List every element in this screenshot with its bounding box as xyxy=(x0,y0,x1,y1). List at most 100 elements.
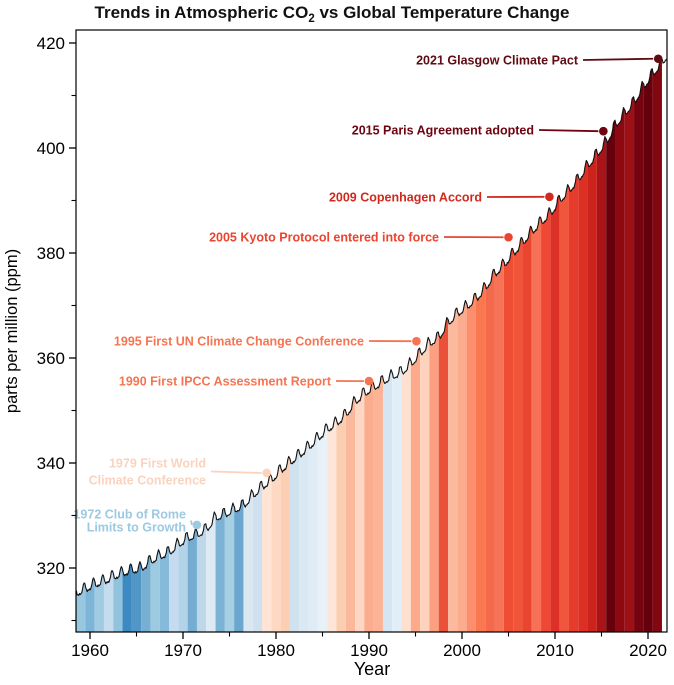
stripe-1987 xyxy=(336,30,345,632)
stripe-2014 xyxy=(588,30,597,632)
annotation-1990-label: 1990 First IPCC Assessment Report xyxy=(119,375,332,389)
stripe-1969 xyxy=(169,30,178,632)
stripe-1970 xyxy=(178,30,187,632)
stripe-1985 xyxy=(318,30,327,632)
stripe-1973 xyxy=(206,30,215,632)
annotation-2009: 2009 Copenhagen Accord xyxy=(329,191,554,205)
y-tick-label-400: 400 xyxy=(37,139,65,158)
stripe-1961 xyxy=(95,30,104,632)
stripe-1991 xyxy=(374,30,383,632)
annotation-2009-dot xyxy=(545,193,554,202)
annotation-2005-label: 2005 Kyoto Protocol entered into force xyxy=(209,231,439,245)
annotation-1995-label: 1995 First UN Climate Change Conference xyxy=(114,335,364,349)
stripe-1986 xyxy=(327,30,336,632)
annotation-2015-label: 2015 Paris Agreement adopted xyxy=(352,124,534,138)
stripe-2012 xyxy=(569,30,578,632)
x-tick-label-1990: 1990 xyxy=(350,641,388,660)
y-tick-label-340: 340 xyxy=(37,454,65,473)
stripe-1990 xyxy=(364,30,373,632)
stripe-1981 xyxy=(281,30,290,632)
y-tick-label-380: 380 xyxy=(37,244,65,263)
stripe-2019 xyxy=(634,30,643,632)
stripe-2007 xyxy=(522,30,531,632)
stripe-2017 xyxy=(615,30,624,632)
stripe-1983 xyxy=(299,30,308,632)
annotation-2005: 2005 Kyoto Protocol entered into force xyxy=(209,231,513,245)
x-tick-label-1980: 1980 xyxy=(257,641,295,660)
annotation-1972-leader-line xyxy=(191,521,192,525)
stripe-2001 xyxy=(467,30,476,632)
annotation-2015-leader-line xyxy=(539,130,598,131)
annotation-2021-leader-line xyxy=(583,59,653,60)
annotation-1979-label: 1979 First World xyxy=(109,457,206,471)
annotation-1979-label: Climate Conference xyxy=(89,474,206,488)
annotation-1972-label: 1972 Club of Rome xyxy=(73,508,186,522)
stripe-1966 xyxy=(141,30,150,632)
stripe-1989 xyxy=(355,30,364,632)
stripe-1971 xyxy=(188,30,197,632)
stripe-1978 xyxy=(253,30,262,632)
warming-stripes xyxy=(76,30,662,632)
annotation-2005-dot xyxy=(504,233,513,242)
annotation-2015: 2015 Paris Agreement adopted xyxy=(352,124,608,138)
stripe-2013 xyxy=(578,30,587,632)
stripe-2000 xyxy=(457,30,466,632)
stripe-1964 xyxy=(123,30,132,632)
stripe-2006 xyxy=(513,30,522,632)
y-tick-label-420: 420 xyxy=(37,34,65,53)
stripe-1975 xyxy=(225,30,234,632)
stripe-1980 xyxy=(271,30,280,632)
stripe-2004 xyxy=(495,30,504,632)
stripe-1999 xyxy=(448,30,457,632)
stripe-2016 xyxy=(606,30,615,632)
stripe-1998 xyxy=(439,30,448,632)
stripe-2011 xyxy=(560,30,569,632)
stripe-2008 xyxy=(532,30,541,632)
annotation-1972-dot xyxy=(193,521,202,530)
stripe-1959 xyxy=(76,30,85,632)
annotation-1979-leader-line xyxy=(211,472,262,473)
stripe-1992 xyxy=(383,30,392,632)
stripe-2018 xyxy=(625,30,634,632)
annotation-1979: 1979 First World Climate Conference xyxy=(89,457,271,488)
x-tick-label-2000: 2000 xyxy=(443,641,481,660)
annotation-1990-dot xyxy=(365,377,374,386)
stripe-2020 xyxy=(643,30,652,632)
stripe-2009 xyxy=(541,30,550,632)
annotation-2021-dot xyxy=(654,54,663,63)
y-tick-label-320: 320 xyxy=(37,559,65,578)
stripe-2003 xyxy=(485,30,494,632)
annotation-1995: 1995 First UN Climate Change Conference xyxy=(114,335,421,349)
stripe-1979 xyxy=(262,30,271,632)
x-tick-label-2020: 2020 xyxy=(629,641,667,660)
annotation-2015-dot xyxy=(599,127,608,136)
stripe-1965 xyxy=(132,30,141,632)
stripe-1988 xyxy=(346,30,355,632)
stripe-1997 xyxy=(429,30,438,632)
annotation-2021-label: 2021 Glasgow Climate Pact xyxy=(416,54,579,68)
stripe-1962 xyxy=(104,30,113,632)
x-tick-label-2010: 2010 xyxy=(536,641,574,660)
annotation-1990: 1990 First IPCC Assessment Report xyxy=(119,375,373,389)
stripe-1996 xyxy=(420,30,429,632)
x-tick-label-1960: 1960 xyxy=(71,641,109,660)
stripe-1968 xyxy=(160,30,169,632)
stripe-2021 xyxy=(653,30,662,632)
stripe-1994 xyxy=(402,30,411,632)
y-tick-label-360: 360 xyxy=(37,349,65,368)
stripe-1963 xyxy=(113,30,122,632)
annotation-2021: 2021 Glasgow Climate Pact xyxy=(416,54,662,68)
annotation-2009-label: 2009 Copenhagen Accord xyxy=(329,191,482,205)
chart-title: Trends in Atmospheric CO2 vs Global Temp… xyxy=(95,3,570,25)
stripe-1984 xyxy=(309,30,318,632)
stripe-1995 xyxy=(411,30,420,632)
annotation-1995-dot xyxy=(412,337,421,346)
stripe-1960 xyxy=(85,30,94,632)
stripe-1982 xyxy=(290,30,299,632)
x-tick-label-1970: 1970 xyxy=(164,641,202,660)
annotation-1972-label: Limits to Growth xyxy=(87,521,186,535)
stripe-2002 xyxy=(476,30,485,632)
